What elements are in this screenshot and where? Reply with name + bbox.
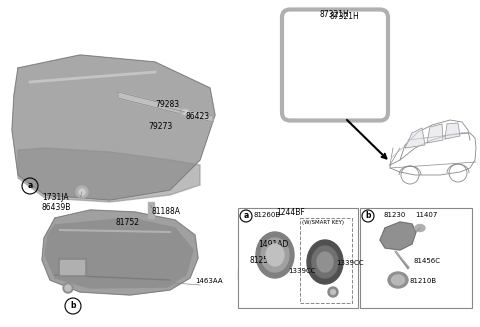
Circle shape: [331, 289, 336, 295]
Text: 1244BF: 1244BF: [276, 208, 305, 217]
Text: 1339CC: 1339CC: [288, 268, 315, 274]
Text: 81188A: 81188A: [152, 207, 181, 216]
Text: 81210B: 81210B: [410, 278, 437, 284]
Ellipse shape: [261, 238, 289, 272]
Bar: [300, 218, 352, 303]
Ellipse shape: [256, 232, 294, 278]
Polygon shape: [405, 128, 425, 148]
Polygon shape: [42, 210, 198, 295]
Text: b: b: [365, 212, 371, 220]
Text: 87321H: 87321H: [330, 12, 360, 21]
Text: 1491AD: 1491AD: [258, 240, 288, 249]
Polygon shape: [427, 124, 443, 143]
Circle shape: [79, 189, 85, 195]
Bar: [148, 202, 154, 218]
Text: (W/SMART KEY): (W/SMART KEY): [302, 220, 344, 225]
Ellipse shape: [182, 110, 188, 114]
Text: 1463AA: 1463AA: [195, 278, 223, 284]
Bar: [360, 208, 472, 308]
Text: 87321H: 87321H: [320, 10, 350, 19]
Text: a: a: [27, 181, 33, 191]
Polygon shape: [18, 148, 200, 202]
Ellipse shape: [317, 252, 333, 272]
Text: a: a: [243, 212, 249, 220]
Bar: [238, 268, 258, 280]
Circle shape: [76, 186, 88, 198]
Polygon shape: [118, 92, 213, 122]
Text: b: b: [70, 301, 76, 311]
Text: 86423: 86423: [185, 112, 209, 121]
Ellipse shape: [312, 246, 338, 278]
Text: 79273: 79273: [148, 122, 172, 131]
Circle shape: [65, 285, 71, 291]
Bar: [238, 208, 358, 308]
Text: 81260B: 81260B: [253, 212, 280, 218]
Polygon shape: [12, 55, 215, 200]
Circle shape: [328, 287, 338, 297]
Bar: [60, 260, 84, 274]
Ellipse shape: [392, 275, 405, 285]
Circle shape: [63, 283, 73, 293]
Ellipse shape: [180, 109, 190, 115]
Ellipse shape: [266, 244, 284, 266]
Ellipse shape: [388, 272, 408, 288]
Polygon shape: [445, 123, 460, 139]
Text: 81230: 81230: [383, 212, 406, 218]
Polygon shape: [380, 222, 416, 250]
Text: 81254: 81254: [250, 256, 274, 265]
Text: 1339CC: 1339CC: [336, 260, 363, 266]
Text: 81456C: 81456C: [413, 258, 440, 264]
Text: 11407: 11407: [415, 212, 437, 218]
Bar: [241, 270, 255, 278]
Ellipse shape: [280, 211, 290, 219]
Ellipse shape: [249, 252, 261, 258]
Text: 79283: 79283: [155, 100, 179, 109]
Ellipse shape: [415, 225, 425, 232]
Polygon shape: [45, 218, 193, 288]
Text: 81752: 81752: [115, 218, 139, 227]
Bar: [58, 258, 86, 276]
Text: 86439B: 86439B: [42, 203, 72, 212]
Ellipse shape: [282, 213, 288, 217]
Ellipse shape: [246, 250, 264, 260]
Ellipse shape: [307, 240, 343, 284]
Text: 1731JA: 1731JA: [42, 193, 69, 202]
